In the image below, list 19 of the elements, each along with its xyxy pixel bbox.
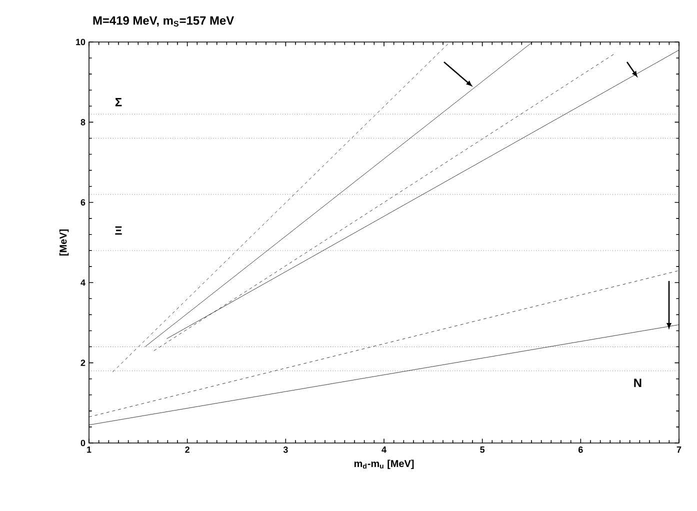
x-tick-label: 4 (382, 446, 386, 453)
y-axis-title: [MeV] (59, 229, 69, 256)
x-axis-title: m$_{d}$-m$_{u}$ [MeV] (354, 460, 414, 470)
annotation: Ξ (115, 226, 122, 235)
x-tick-label: 3 (283, 446, 288, 453)
y-tick-label: 2 (80, 360, 86, 366)
x-tick-label: 6 (578, 446, 583, 453)
annotation: N (634, 378, 642, 387)
chart-title: M=419 MeV, m$_{S}$=157 MeV (93, 16, 234, 26)
annotation: Σ (115, 98, 122, 106)
y-tick-label: 4 (80, 280, 86, 286)
x-tick-label: 5 (480, 446, 485, 453)
y-tick-label: 10 (76, 38, 86, 46)
y-tick-label: 0 (80, 440, 86, 446)
x-tick-label: 1 (87, 446, 92, 453)
y-tick-label: 8 (80, 119, 86, 126)
x-tick-label: 7 (676, 446, 682, 453)
x-tick-label: 2 (185, 446, 190, 453)
y-tick-label: 6 (80, 199, 86, 206)
